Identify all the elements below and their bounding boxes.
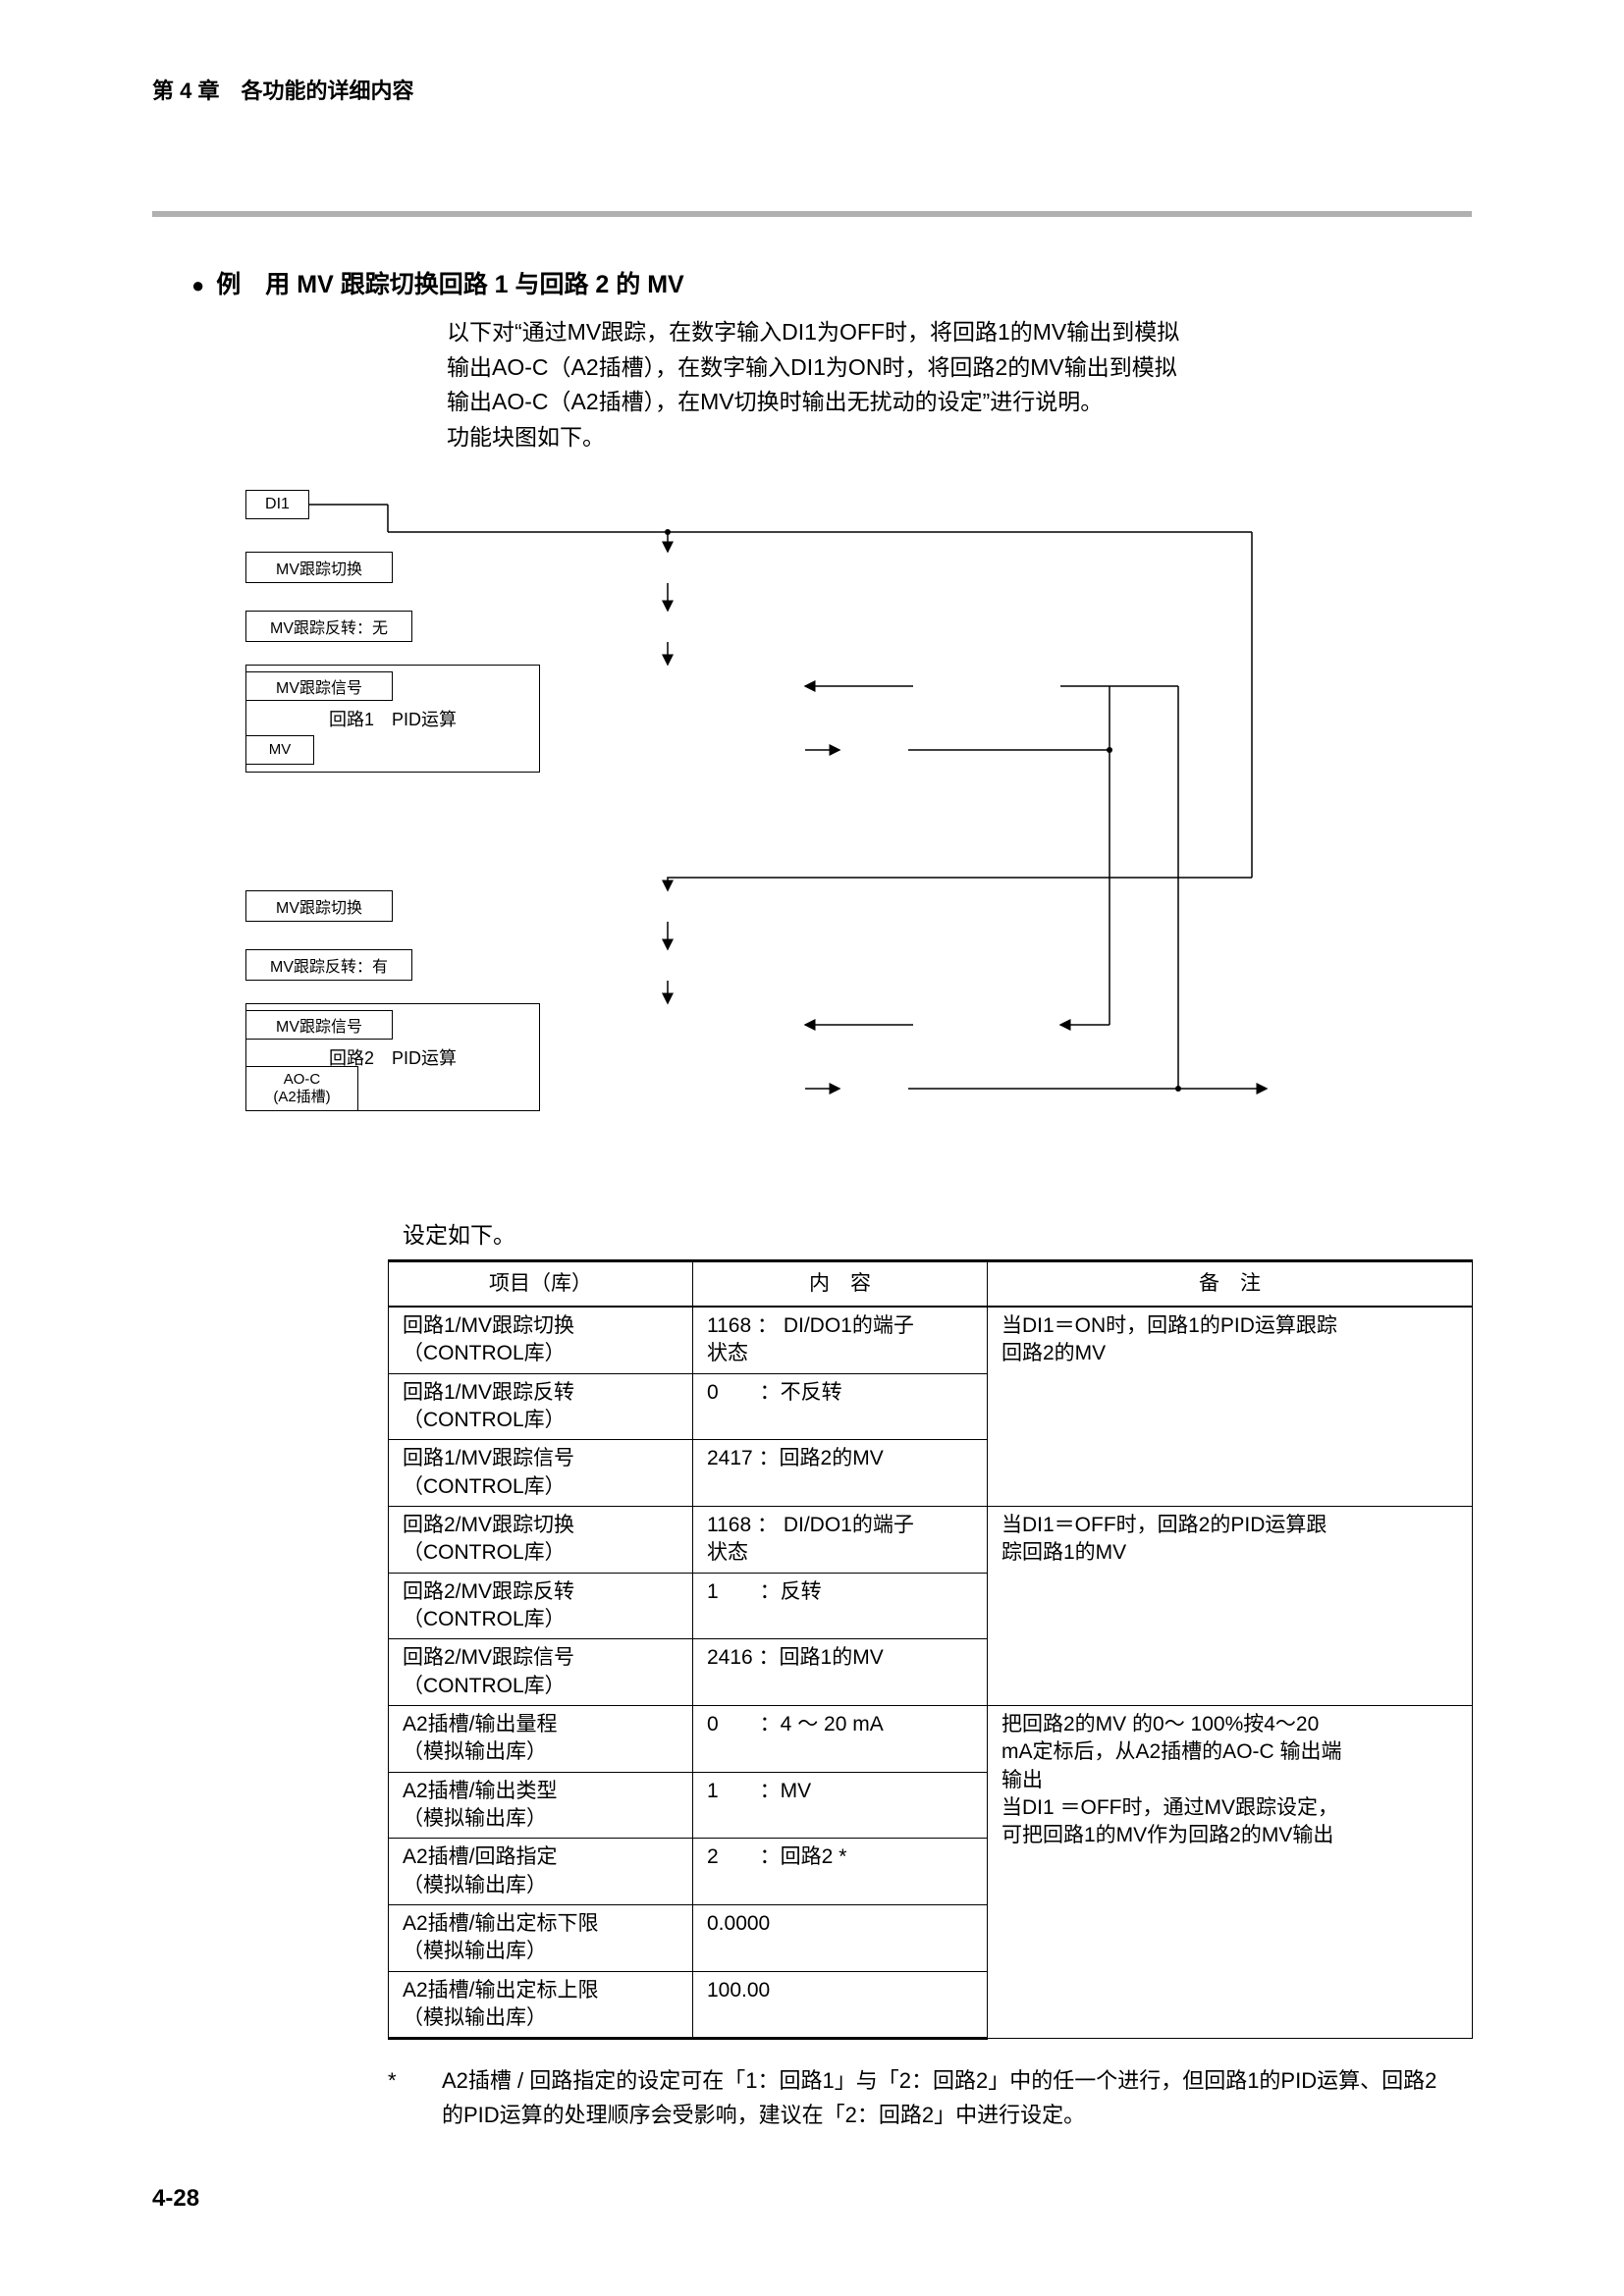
- th-note: 备 注: [988, 1260, 1473, 1307]
- cell-item: 回路1/MV跟踪信号 （CONTROL库）: [389, 1440, 693, 1507]
- settings-table: 项目（库） 内 容 备 注 回路1/MV跟踪切换 （CONTROL库）1168 …: [388, 1259, 1473, 2041]
- chapter-header: 第 4 章 各功能的详细内容: [152, 74, 1472, 105]
- table-row: A2插槽/输出量程 （模拟输出库）0 ：4 ～ 20 mA把回路2的MV 的0～…: [389, 1706, 1473, 1773]
- cell-note: 把回路2的MV 的0～ 100%按4～20 mA定标后，从A2插槽的AO-C 输…: [988, 1706, 1473, 2039]
- node-mv-rev-2: MV跟踪反转：有: [245, 949, 412, 981]
- table-row: 回路2/MV跟踪切换 （CONTROL库）1168 ： DI/DO1的端子 状态…: [389, 1506, 1473, 1573]
- aoc-line1: AO-C: [284, 1071, 321, 1089]
- cell-content: 0 ：4 ～ 20 mA: [693, 1706, 988, 1773]
- cell-item: A2插槽/回路指定 （模拟输出库）: [389, 1839, 693, 1905]
- page-number: 4-28: [152, 2185, 199, 2213]
- cell-note: 当DI1＝OFF时，回路2的PID运算跟 踪回路1的MV: [988, 1506, 1473, 1705]
- cell-content: 1168 ： DI/DO1的端子 状态: [693, 1506, 988, 1573]
- cell-content: 1 ：MV: [693, 1772, 988, 1839]
- node-mv-signal-2: MV跟踪信号: [245, 1010, 393, 1040]
- cell-content: 1 ：反转: [693, 1573, 988, 1639]
- cell-content: 2416 ：回路1的MV: [693, 1639, 988, 1706]
- cell-content: 0.0000: [693, 1905, 988, 1972]
- cell-content: 100.00: [693, 1971, 988, 2039]
- footnote-body: A2插槽 / 回路指定的设定可在「1：回路1」与「2：回路2」中的任一个进行，但…: [442, 2064, 1453, 2131]
- section-title: 例 用 MV 跟踪切换回路 1 与回路 2 的 MV: [191, 265, 1472, 300]
- intro-text: 以下对“通过MV跟踪，在数字输入DI1为OFF时，将回路1的MV输出到模拟 输出…: [447, 315, 1472, 455]
- cell-item: 回路2/MV跟踪反转 （CONTROL库）: [389, 1573, 693, 1639]
- node-mv-switch-2: MV跟踪切换: [245, 890, 393, 922]
- table-row: 回路1/MV跟踪切换 （CONTROL库）1168 ： DI/DO1的端子 状态…: [389, 1307, 1473, 1373]
- function-block-diagram: DI1 MV跟踪切换 MV跟踪反转：无 PV SP 回路1 PID运算 MV跟踪…: [245, 465, 1424, 1192]
- node-aoc: AO-C (A2插槽): [245, 1066, 358, 1111]
- cell-item: A2插槽/输出定标下限 （模拟输出库）: [389, 1905, 693, 1972]
- node-mv-signal-1: MV跟踪信号: [245, 671, 393, 701]
- footnote-star: *: [388, 2064, 442, 2098]
- cell-content: 0 ：不反转: [693, 1373, 988, 1440]
- cell-item: A2插槽/输出量程 （模拟输出库）: [389, 1706, 693, 1773]
- footnote: *A2插槽 / 回路指定的设定可在「1：回路1」与「2：回路2」中的任一个进行，…: [388, 2064, 1472, 2131]
- aoc-line2: (A2插槽): [273, 1089, 330, 1106]
- cell-item: 回路1/MV跟踪切换 （CONTROL库）: [389, 1307, 693, 1373]
- settings-intro: 设定如下。: [403, 1216, 1472, 1250]
- intro-line: 输出AO-C（A2插槽），在MV切换时输出无扰动的设定”进行说明。: [447, 385, 1472, 420]
- table-header-row: 项目（库） 内 容 备 注: [389, 1260, 1473, 1307]
- node-mv-switch-1: MV跟踪切换: [245, 552, 393, 583]
- intro-line: 功能块图如下。: [447, 420, 1472, 455]
- node-mv-rev-1: MV跟踪反转：无: [245, 611, 412, 642]
- cell-content: 2417 ：回路2的MV: [693, 1440, 988, 1507]
- th-content: 内 容: [693, 1260, 988, 1307]
- intro-line: 输出AO-C（A2插槽），在数字输入DI1为ON时，将回路2的MV输出到模拟: [447, 350, 1472, 386]
- intro-line: 以下对“通过MV跟踪，在数字输入DI1为OFF时，将回路1的MV输出到模拟: [447, 315, 1472, 350]
- cell-content: 1168 ： DI/DO1的端子 状态: [693, 1307, 988, 1373]
- cell-note: 当DI1＝ON时，回路1的PID运算跟踪 回路2的MV: [988, 1307, 1473, 1507]
- cell-item: 回路1/MV跟踪反转 （CONTROL库）: [389, 1373, 693, 1440]
- cell-item: 回路2/MV跟踪信号 （CONTROL库）: [389, 1639, 693, 1706]
- th-item: 项目（库）: [389, 1260, 693, 1307]
- node-mv-1: MV: [245, 735, 314, 765]
- header-rule: [152, 211, 1472, 217]
- cell-item: A2插槽/输出定标上限 （模拟输出库）: [389, 1971, 693, 2039]
- cell-item: A2插槽/输出类型 （模拟输出库）: [389, 1772, 693, 1839]
- page-content: 例 用 MV 跟踪切换回路 1 与回路 2 的 MV 以下对“通过MV跟踪，在数…: [191, 265, 1472, 2132]
- cell-content: 2 ：回路2 *: [693, 1839, 988, 1905]
- node-di1: DI1: [245, 490, 309, 519]
- cell-item: 回路2/MV跟踪切换 （CONTROL库）: [389, 1506, 693, 1573]
